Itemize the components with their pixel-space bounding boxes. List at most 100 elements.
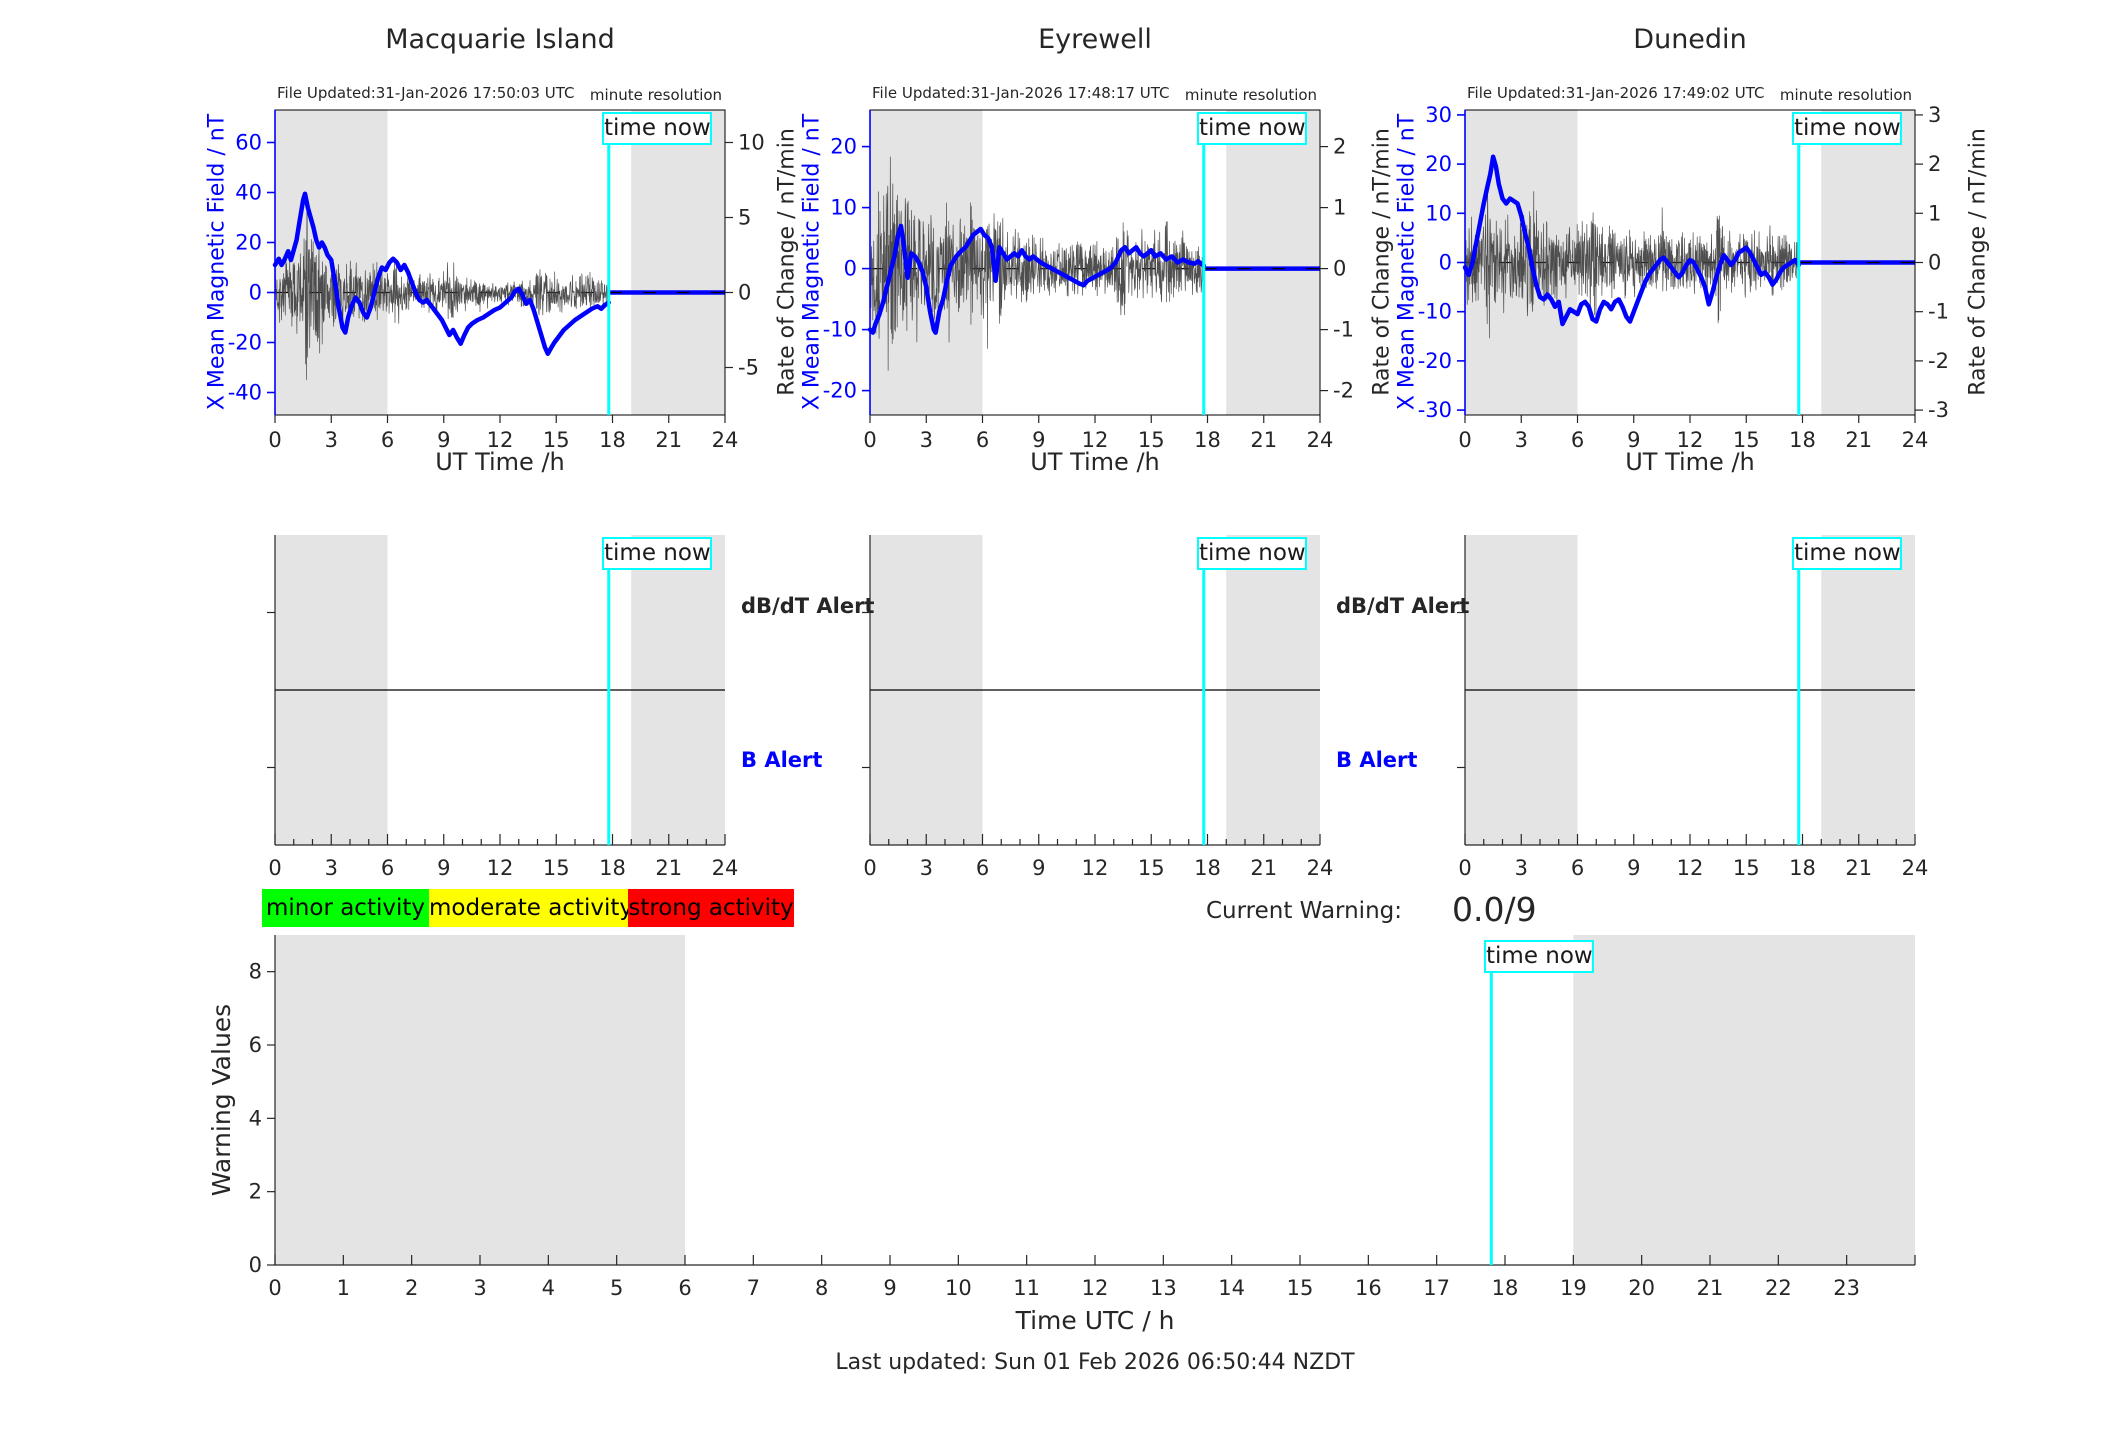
svg-text:-20: -20 [1418, 349, 1452, 373]
time-now-box: time now [1792, 112, 1902, 145]
svg-text:12: 12 [1082, 428, 1109, 452]
legend-moderate-activity: moderate activity [429, 889, 633, 927]
svg-text:8: 8 [249, 960, 262, 984]
svg-text:3: 3 [1515, 428, 1528, 452]
svg-text:4: 4 [542, 1276, 555, 1300]
warning-values-axis-label: Warning Values [207, 1003, 236, 1197]
svg-text:8: 8 [815, 1276, 828, 1300]
svg-text:15: 15 [543, 428, 570, 452]
svg-text:2: 2 [405, 1276, 418, 1300]
svg-text:18: 18 [1194, 856, 1221, 880]
svg-text:14: 14 [1218, 1276, 1245, 1300]
svg-text:5: 5 [610, 1276, 623, 1300]
svg-text:19: 19 [1560, 1276, 1587, 1300]
svg-text:24: 24 [712, 856, 739, 880]
svg-text:3: 3 [920, 856, 933, 880]
y-axis-label-rate-dunedin: Rate of Change / nT/min [1965, 128, 1991, 396]
b-alert-label: B Alert [1336, 748, 1418, 772]
time-now-box: time now [602, 112, 712, 145]
svg-text:16: 16 [1355, 1276, 1382, 1300]
svg-text:40: 40 [235, 181, 262, 205]
file-updated-eyrewell: File Updated:31-Jan-2026 17:48:17 UTC [872, 84, 1170, 102]
svg-text:15: 15 [1138, 856, 1165, 880]
last-updated-text: Last updated: Sun 01 Feb 2026 06:50:44 N… [835, 1350, 1355, 1375]
svg-text:0: 0 [1439, 251, 1452, 275]
svg-text:24: 24 [1307, 856, 1334, 880]
svg-text:0: 0 [268, 856, 281, 880]
svg-text:13: 13 [1150, 1276, 1177, 1300]
svg-text:3: 3 [473, 1276, 486, 1300]
svg-text:6: 6 [976, 856, 989, 880]
svg-text:0: 0 [863, 856, 876, 880]
svg-text:2: 2 [1333, 135, 1346, 159]
svg-text:15: 15 [543, 856, 570, 880]
svg-text:4: 4 [249, 1106, 262, 1130]
minute-resolution-label: minute resolution [589, 86, 723, 104]
svg-text:10: 10 [830, 196, 857, 220]
svg-text:9: 9 [1627, 856, 1640, 880]
svg-text:21: 21 [655, 856, 682, 880]
svg-text:-2: -2 [1333, 379, 1354, 403]
svg-text:11: 11 [1013, 1276, 1040, 1300]
time-utc-axis-label: Time UTC / h [1015, 1306, 1175, 1335]
svg-text:9: 9 [437, 856, 450, 880]
svg-text:20: 20 [1425, 152, 1452, 176]
x-axis-label-macquarie: UT Time /h [435, 448, 565, 476]
dunedin-alert-panel: 0 3 6 9 12 15 18 21 24 [1457, 535, 1928, 880]
svg-text:6: 6 [249, 1033, 262, 1057]
station-title-macquarie: Macquarie Island [385, 24, 615, 55]
svg-text:18: 18 [1789, 856, 1816, 880]
svg-text:0: 0 [1928, 251, 1941, 275]
svg-text:0: 0 [249, 281, 262, 305]
svg-text:9: 9 [1032, 856, 1045, 880]
svg-text:6: 6 [976, 428, 989, 452]
x-axis-label-eyrewell: UT Time /h [1030, 448, 1160, 476]
svg-text:1: 1 [337, 1276, 350, 1300]
svg-text:21: 21 [655, 428, 682, 452]
svg-text:17: 17 [1423, 1276, 1450, 1300]
svg-text:2: 2 [249, 1180, 262, 1204]
time-now-box: time now [1197, 112, 1307, 145]
svg-text:12: 12 [1082, 856, 1109, 880]
y-axis-label-rate-macquarie: Rate of Change / nT/min [774, 128, 800, 396]
svg-text:5: 5 [738, 206, 751, 230]
svg-text:9: 9 [1032, 428, 1045, 452]
y-axis-label-field-dunedin: X Mean Magnetic Field / nT [1394, 113, 1420, 411]
y-axis-label-field-macquarie: X Mean Magnetic Field / nT [204, 113, 230, 411]
svg-text:60: 60 [235, 131, 262, 155]
svg-text:21: 21 [1845, 856, 1872, 880]
svg-text:9: 9 [1627, 428, 1640, 452]
svg-text:24: 24 [1902, 856, 1929, 880]
macquarie-island-alert-panel: 0 3 6 9 12 15 18 21 24 [267, 535, 738, 880]
db-dt-alert-label: dB/dT Alert [1336, 594, 1470, 618]
svg-text:6: 6 [381, 856, 394, 880]
svg-text:0: 0 [1458, 428, 1471, 452]
svg-text:3: 3 [325, 856, 338, 880]
svg-text:12: 12 [1677, 856, 1704, 880]
svg-text:0: 0 [863, 428, 876, 452]
legend-minor-activity: minor activity [262, 889, 429, 927]
svg-text:24: 24 [1902, 428, 1929, 452]
svg-text:6: 6 [1571, 428, 1584, 452]
macquarie-island-field-chart: 60 40 20 0 -20 -40 10 5 0 -5 0 3 6 9 12 15 18 21 24 [228, 109, 765, 452]
svg-text:18: 18 [1194, 428, 1221, 452]
svg-text:12: 12 [1082, 1276, 1109, 1300]
svg-text:-5: -5 [738, 356, 759, 380]
svg-text:24: 24 [712, 428, 739, 452]
time-now-box: time now [1197, 537, 1307, 570]
svg-text:-1: -1 [1928, 300, 1949, 324]
svg-text:15: 15 [1733, 428, 1760, 452]
svg-text:-2: -2 [1928, 349, 1949, 373]
svg-text:23: 23 [1833, 1276, 1860, 1300]
svg-text:2: 2 [1928, 152, 1941, 176]
svg-text:6: 6 [381, 428, 394, 452]
svg-text:-30: -30 [1418, 398, 1452, 422]
station-title-dunedin: Dunedin [1633, 24, 1747, 55]
svg-text:3: 3 [1928, 103, 1941, 127]
svg-text:12: 12 [1677, 428, 1704, 452]
file-updated-macquarie: File Updated:31-Jan-2026 17:50:03 UTC [277, 84, 575, 102]
svg-text:1: 1 [1928, 201, 1941, 225]
